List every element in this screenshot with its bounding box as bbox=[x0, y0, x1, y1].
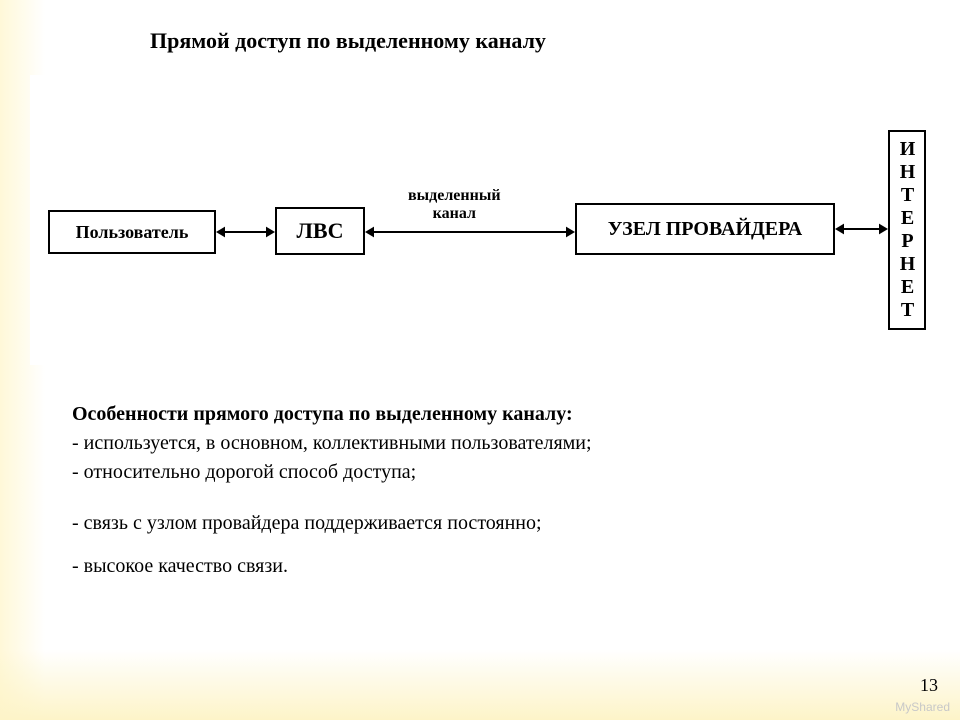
node-lan: ЛВС bbox=[275, 207, 365, 255]
edge-user-lan bbox=[206, 222, 285, 242]
slide-title: Прямой доступ по выделенному каналу bbox=[150, 28, 546, 54]
watermark-text: MyShared bbox=[895, 700, 950, 714]
features-item-2: - относительно дорогой способ доступа; bbox=[72, 458, 892, 487]
edge-label-dedicated-channel: выделенныйканал bbox=[408, 187, 501, 222]
node-provider: УЗЕЛ ПРОВАЙДЕРА bbox=[575, 203, 835, 255]
edge-provider-internet bbox=[825, 219, 898, 239]
features-item-3: - связь с узлом провайдера поддерживаетс… bbox=[72, 509, 892, 538]
slide: Прямой доступ по выделенному каналу Поль… bbox=[0, 0, 960, 720]
features-item-1: - используется, в основном, коллективным… bbox=[72, 429, 892, 458]
bg-gradient-bottom bbox=[0, 650, 960, 720]
features-heading: Особенности прямого доступа по выделенно… bbox=[72, 400, 892, 429]
edge-lan-provider bbox=[355, 222, 585, 242]
page-number: 13 bbox=[920, 675, 938, 696]
features-block: Особенности прямого доступа по выделенно… bbox=[72, 400, 892, 581]
node-user: Пользователь bbox=[48, 210, 216, 254]
features-item-4: - высокое качество связи. bbox=[72, 552, 892, 581]
diagram-panel: Пользователь ЛВС УЗЕЛ ПРОВАЙДЕРА ИНТЕРНЕ… bbox=[30, 75, 930, 365]
